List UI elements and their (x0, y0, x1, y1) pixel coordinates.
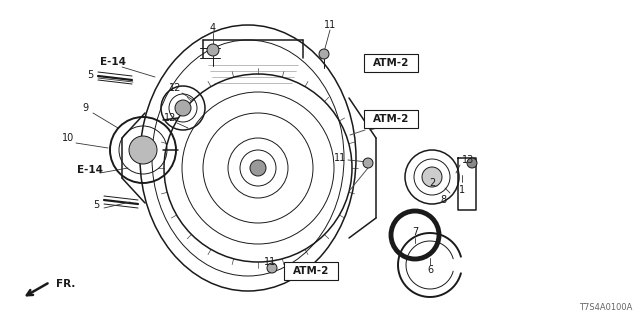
Circle shape (467, 158, 477, 168)
Circle shape (207, 44, 219, 56)
Text: ATM-2: ATM-2 (373, 114, 409, 124)
Text: 7: 7 (412, 227, 418, 237)
Circle shape (129, 136, 157, 164)
Circle shape (175, 100, 191, 116)
Text: 9: 9 (82, 103, 88, 113)
Text: ATM-2: ATM-2 (373, 58, 409, 68)
Text: FR.: FR. (56, 279, 76, 289)
Circle shape (250, 160, 266, 176)
Text: 11: 11 (264, 257, 276, 267)
Text: 11: 11 (334, 153, 346, 163)
FancyBboxPatch shape (364, 54, 418, 72)
Text: 13: 13 (462, 155, 474, 165)
Text: E-14: E-14 (100, 57, 126, 67)
Text: 4: 4 (210, 23, 216, 33)
Text: 12: 12 (169, 83, 181, 93)
Text: 10: 10 (62, 133, 74, 143)
Text: 11: 11 (324, 20, 336, 30)
Circle shape (319, 49, 329, 59)
Text: E-14: E-14 (77, 165, 103, 175)
Text: 12: 12 (164, 113, 176, 123)
Text: 1: 1 (459, 185, 465, 195)
Text: T7S4A0100A: T7S4A0100A (579, 303, 632, 312)
Circle shape (363, 158, 373, 168)
Circle shape (422, 167, 442, 187)
Text: 5: 5 (93, 200, 99, 210)
Text: 2: 2 (429, 178, 435, 188)
Circle shape (267, 263, 277, 273)
Text: ATM-2: ATM-2 (293, 266, 329, 276)
Text: 6: 6 (427, 265, 433, 275)
Text: 5: 5 (87, 70, 93, 80)
Text: 8: 8 (440, 195, 446, 205)
FancyBboxPatch shape (284, 262, 338, 280)
FancyBboxPatch shape (364, 110, 418, 128)
